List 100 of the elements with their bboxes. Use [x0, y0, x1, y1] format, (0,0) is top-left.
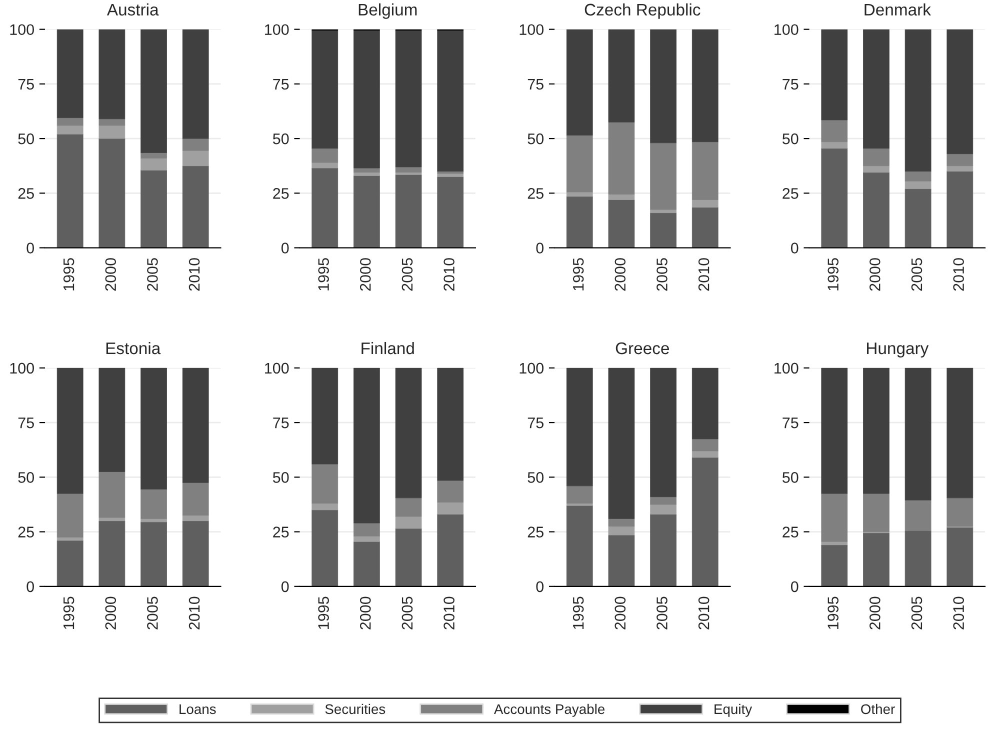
- bar: [312, 148, 338, 163]
- bar: [821, 142, 848, 149]
- bar: [98, 29, 126, 120]
- x-tick-label: 2000: [105, 258, 116, 291]
- y-tick-label: 0: [790, 242, 798, 254]
- bar: [354, 536, 380, 542]
- bar: [312, 503, 338, 510]
- bar: [566, 368, 593, 486]
- bar: [608, 526, 635, 536]
- x-tick-label: 2005: [656, 596, 668, 630]
- bar: [437, 176, 464, 248]
- bar: [312, 30, 338, 149]
- chart-title: Austria: [106, 3, 159, 16]
- bar: [692, 368, 718, 440]
- bar: [692, 438, 718, 452]
- bar: [821, 544, 848, 586]
- x-tick-label: 2005: [911, 596, 922, 630]
- bar: [395, 174, 422, 248]
- x-tick-label: 2005: [147, 596, 158, 630]
- bar: [56, 368, 84, 494]
- bar: [946, 29, 974, 154]
- bar: [863, 532, 890, 586]
- bar: [140, 29, 167, 153]
- bar: [182, 515, 209, 522]
- x-tick-label: 2010: [188, 596, 200, 630]
- bar: [56, 537, 84, 541]
- bar: [566, 505, 593, 586]
- bar: [182, 166, 209, 248]
- bar: [608, 194, 635, 200]
- bar: [437, 368, 464, 481]
- bar: [904, 368, 932, 500]
- bar: [56, 29, 84, 118]
- x-tick-label: 2005: [656, 258, 668, 291]
- bar: [395, 368, 422, 498]
- x-tick-label: 2010: [444, 596, 454, 630]
- x-tick-label: 2010: [698, 596, 710, 630]
- y-tick-label: 0: [281, 581, 289, 592]
- bar: [650, 496, 676, 505]
- chart-title: Denmark: [864, 3, 931, 16]
- bar: [650, 368, 676, 498]
- y-tick-label: 75: [528, 418, 544, 428]
- x-tick-label: 2010: [188, 258, 200, 291]
- bar: [946, 171, 974, 248]
- y-tick-label: 0: [26, 581, 34, 592]
- bar: [395, 528, 422, 586]
- chart-title: Finland: [362, 342, 414, 354]
- bar: [437, 171, 464, 174]
- y-tick-label: 100: [520, 24, 544, 36]
- bar: [650, 212, 676, 248]
- y-tick-label: 0: [536, 581, 544, 592]
- bar: [821, 29, 848, 120]
- bar: [395, 30, 422, 168]
- y-tick-label: 75: [782, 418, 798, 428]
- bar: [437, 502, 464, 515]
- bar: [312, 510, 338, 586]
- bar: [863, 166, 890, 173]
- bar: [354, 541, 380, 586]
- y-tick-label: 25: [782, 526, 798, 538]
- bar: [140, 368, 167, 490]
- y-tick-label: 50: [528, 133, 544, 144]
- bar: [650, 504, 676, 515]
- bar: [566, 486, 593, 504]
- bar: [56, 125, 84, 134]
- bar: [608, 368, 635, 519]
- bar: [608, 200, 635, 248]
- y-tick-label: 50: [18, 472, 34, 483]
- x-tick-label: 1995: [828, 596, 838, 629]
- y-tick-label: 50: [18, 133, 34, 144]
- legend-label: Accounts Payable: [494, 704, 605, 717]
- bar: [98, 520, 126, 586]
- x-tick-label: 2010: [698, 258, 710, 291]
- bar: [140, 518, 167, 522]
- bar: [312, 368, 338, 464]
- bar: [904, 171, 932, 182]
- y-tick-label: 50: [782, 133, 798, 144]
- x-tick-label: 1995: [828, 258, 838, 290]
- x-tick-label: 1995: [318, 596, 329, 629]
- bar: [608, 122, 635, 194]
- x-tick-label: 2000: [870, 258, 880, 291]
- legend-label: Securities: [325, 704, 386, 714]
- legend-label: Other: [861, 704, 895, 714]
- y-tick-label: 50: [528, 472, 544, 483]
- y-tick-label: 75: [528, 78, 544, 90]
- x-tick-label: 1995: [63, 258, 74, 290]
- x-tick-label: 2000: [614, 258, 626, 291]
- x-tick-label: 1995: [63, 596, 74, 629]
- bar: [692, 29, 718, 142]
- bar: [98, 471, 126, 518]
- bar: [140, 170, 167, 248]
- bar: [863, 172, 890, 248]
- y-tick-label: 75: [273, 78, 289, 90]
- legend-label: Loans: [180, 704, 216, 714]
- x-tick-label: 2005: [911, 258, 922, 291]
- bar: [863, 148, 890, 166]
- bar: [140, 152, 167, 158]
- bar: [56, 134, 84, 248]
- bar: [312, 162, 338, 168]
- y-tick-label: 50: [272, 133, 289, 144]
- y-tick-label: 75: [18, 418, 34, 428]
- y-tick-label: 0: [281, 242, 289, 254]
